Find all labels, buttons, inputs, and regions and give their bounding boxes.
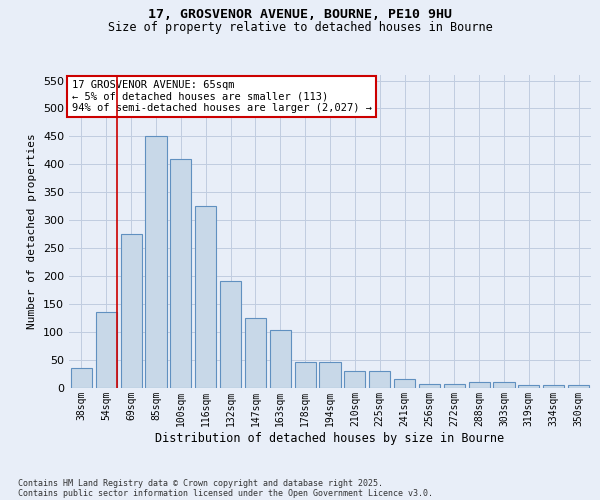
Bar bbox=[518, 384, 539, 388]
Bar bbox=[245, 318, 266, 388]
Bar bbox=[493, 382, 515, 388]
Bar bbox=[96, 312, 117, 388]
Bar bbox=[369, 371, 390, 388]
Bar bbox=[319, 362, 341, 388]
Bar bbox=[71, 368, 92, 388]
Bar bbox=[394, 379, 415, 388]
Bar bbox=[195, 206, 216, 388]
Bar bbox=[270, 330, 291, 388]
Bar bbox=[543, 384, 564, 388]
Bar bbox=[220, 282, 241, 388]
Bar bbox=[295, 362, 316, 388]
Bar bbox=[121, 234, 142, 388]
Text: 17 GROSVENOR AVENUE: 65sqm
← 5% of detached houses are smaller (113)
94% of semi: 17 GROSVENOR AVENUE: 65sqm ← 5% of detac… bbox=[71, 80, 371, 113]
Bar bbox=[419, 384, 440, 388]
Y-axis label: Number of detached properties: Number of detached properties bbox=[28, 134, 37, 329]
Text: Contains public sector information licensed under the Open Government Licence v3: Contains public sector information licen… bbox=[18, 488, 433, 498]
Text: Contains HM Land Registry data © Crown copyright and database right 2025.: Contains HM Land Registry data © Crown c… bbox=[18, 478, 383, 488]
Bar bbox=[444, 384, 465, 388]
Bar bbox=[145, 136, 167, 388]
Bar bbox=[568, 384, 589, 388]
Bar bbox=[344, 371, 365, 388]
X-axis label: Distribution of detached houses by size in Bourne: Distribution of detached houses by size … bbox=[155, 432, 505, 446]
Text: 17, GROSVENOR AVENUE, BOURNE, PE10 9HU: 17, GROSVENOR AVENUE, BOURNE, PE10 9HU bbox=[148, 8, 452, 20]
Bar bbox=[469, 382, 490, 388]
Text: Size of property relative to detached houses in Bourne: Size of property relative to detached ho… bbox=[107, 21, 493, 34]
Bar bbox=[170, 158, 191, 388]
